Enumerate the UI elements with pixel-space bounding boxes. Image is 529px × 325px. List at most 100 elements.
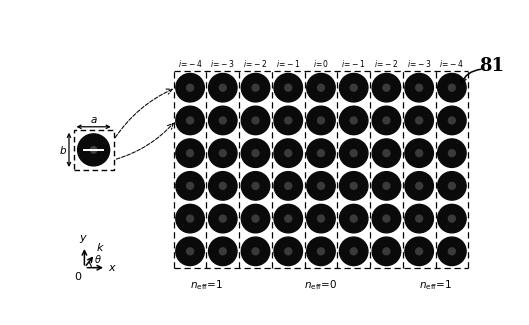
Circle shape (405, 73, 433, 102)
Circle shape (317, 84, 324, 91)
Circle shape (350, 215, 357, 222)
Circle shape (383, 150, 390, 157)
Circle shape (285, 182, 291, 189)
Circle shape (449, 248, 455, 255)
Circle shape (372, 106, 400, 135)
Circle shape (405, 204, 433, 233)
Circle shape (317, 150, 324, 157)
Circle shape (416, 248, 423, 255)
Circle shape (350, 150, 357, 157)
Circle shape (285, 215, 291, 222)
Circle shape (437, 237, 466, 266)
Circle shape (317, 117, 324, 124)
Circle shape (350, 182, 357, 189)
Text: $i\!=\!-4$: $i\!=\!-4$ (440, 58, 464, 69)
Circle shape (176, 237, 204, 266)
Circle shape (383, 215, 390, 222)
Circle shape (383, 117, 390, 124)
Circle shape (285, 84, 291, 91)
Circle shape (208, 73, 237, 102)
Circle shape (208, 172, 237, 200)
Text: $x$: $x$ (108, 263, 117, 273)
Circle shape (383, 84, 390, 91)
Circle shape (307, 106, 335, 135)
Circle shape (449, 215, 455, 222)
Circle shape (208, 139, 237, 167)
Circle shape (372, 172, 400, 200)
Circle shape (78, 134, 110, 166)
Circle shape (90, 147, 97, 153)
Circle shape (317, 248, 324, 255)
Circle shape (176, 172, 204, 200)
Circle shape (449, 182, 455, 189)
Circle shape (220, 117, 226, 124)
Circle shape (285, 248, 291, 255)
Circle shape (252, 248, 259, 255)
Circle shape (220, 84, 226, 91)
Text: $k$: $k$ (96, 241, 105, 253)
Circle shape (241, 73, 270, 102)
Circle shape (285, 150, 291, 157)
Circle shape (437, 73, 466, 102)
Circle shape (252, 84, 259, 91)
Text: $i\!=\!-1$: $i\!=\!-1$ (276, 58, 300, 69)
Bar (74, 130, 114, 170)
Circle shape (208, 237, 237, 266)
Circle shape (220, 182, 226, 189)
Circle shape (383, 182, 390, 189)
Circle shape (340, 237, 368, 266)
Circle shape (340, 204, 368, 233)
Circle shape (405, 172, 433, 200)
Text: $i\!=\!-1$: $i\!=\!-1$ (342, 58, 366, 69)
Circle shape (437, 139, 466, 167)
Circle shape (241, 172, 270, 200)
Circle shape (350, 117, 357, 124)
Circle shape (372, 139, 400, 167)
Text: $b$: $b$ (59, 144, 67, 156)
Circle shape (307, 73, 335, 102)
Circle shape (241, 237, 270, 266)
Text: $n_{\rm eff}\!=\!1$: $n_{\rm eff}\!=\!1$ (419, 279, 452, 292)
Circle shape (208, 204, 237, 233)
Circle shape (372, 204, 400, 233)
Circle shape (187, 150, 194, 157)
Circle shape (340, 106, 368, 135)
Circle shape (340, 172, 368, 200)
Circle shape (252, 215, 259, 222)
Circle shape (274, 237, 303, 266)
Text: $y$: $y$ (79, 233, 88, 245)
Circle shape (350, 248, 357, 255)
Circle shape (449, 84, 455, 91)
Circle shape (405, 237, 433, 266)
Circle shape (274, 204, 303, 233)
Circle shape (187, 182, 194, 189)
Text: $0$: $0$ (74, 270, 82, 282)
Circle shape (317, 215, 324, 222)
Circle shape (416, 150, 423, 157)
Circle shape (340, 139, 368, 167)
Circle shape (176, 73, 204, 102)
Circle shape (252, 117, 259, 124)
Circle shape (350, 84, 357, 91)
Text: $a$: $a$ (90, 115, 97, 125)
Circle shape (307, 139, 335, 167)
Circle shape (241, 139, 270, 167)
Text: 81: 81 (479, 57, 504, 75)
Text: $i\!=\!-3$: $i\!=\!-3$ (407, 58, 432, 69)
Circle shape (383, 248, 390, 255)
Text: $\theta$: $\theta$ (94, 253, 102, 265)
Circle shape (416, 117, 423, 124)
Circle shape (241, 204, 270, 233)
Circle shape (187, 215, 194, 222)
Circle shape (307, 204, 335, 233)
Circle shape (187, 117, 194, 124)
Circle shape (176, 106, 204, 135)
Circle shape (449, 150, 455, 157)
Circle shape (416, 182, 423, 189)
Circle shape (405, 106, 433, 135)
Circle shape (208, 106, 237, 135)
Circle shape (220, 215, 226, 222)
Circle shape (416, 215, 423, 222)
Circle shape (437, 172, 466, 200)
Circle shape (340, 73, 368, 102)
